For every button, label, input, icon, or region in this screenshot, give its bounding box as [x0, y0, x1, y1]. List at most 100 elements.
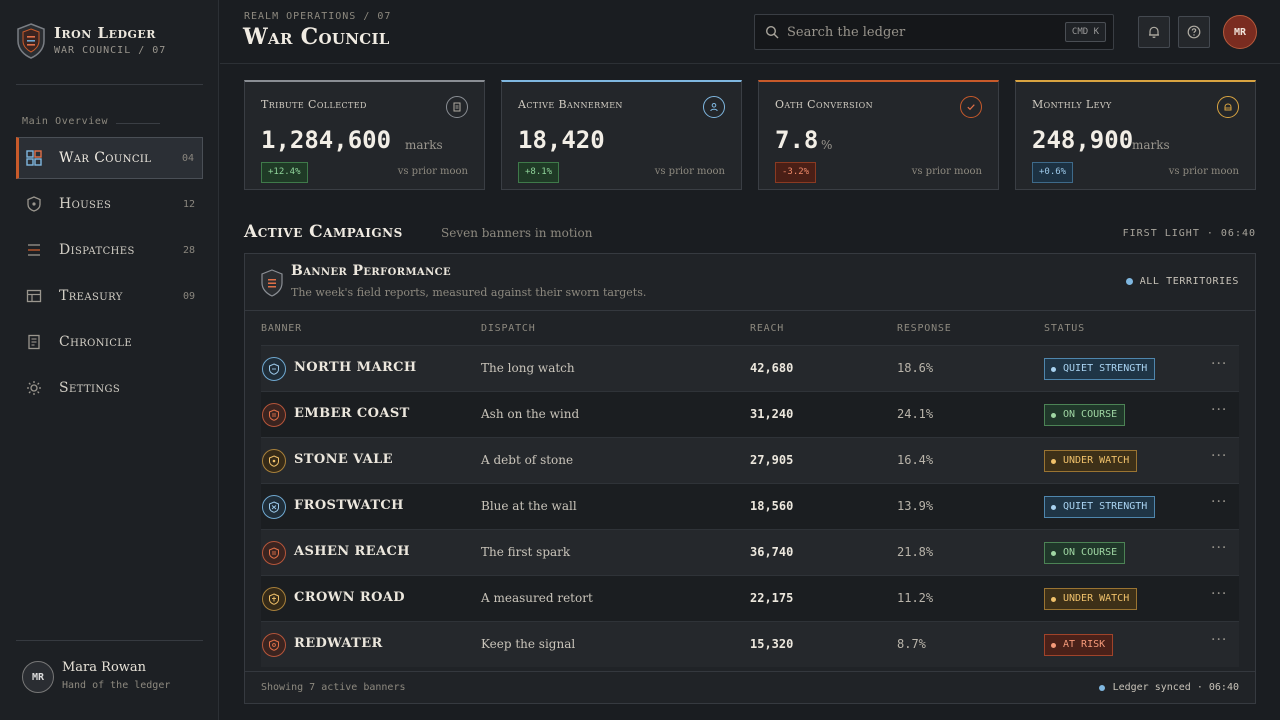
table-row[interactable]: EMBER COAST Ash on the wind 31,240 24.1%… — [261, 391, 1239, 437]
status-dot-icon — [1051, 550, 1056, 556]
metric-compare: vs prior moon — [911, 166, 982, 177]
page-title: War Council — [243, 24, 390, 50]
sidebar-item-label: Treasury — [59, 288, 123, 304]
metric-card-levy: Monthly Levy 248,900 marks +0.6% vs prio… — [1015, 80, 1256, 190]
section-title: Active Campaigns — [244, 222, 403, 242]
user-role: Hand of the ledger — [62, 680, 171, 691]
brand[interactable]: Iron Ledger WAR COUNCIL / 07 — [16, 22, 206, 62]
reach-value: 15,320 — [750, 637, 794, 651]
sidebar-item-chronicle[interactable]: Chronicle — [16, 321, 203, 363]
banner-shield-icon — [262, 587, 286, 611]
shield-logo-icon — [17, 23, 45, 59]
banner-performance-panel: Banner Performance The week's field repo… — [244, 253, 1256, 704]
response-value: 21.8% — [897, 545, 934, 559]
sync-status: Ledger synced · 06:40 — [1098, 682, 1239, 693]
coin-icon — [1217, 96, 1239, 118]
more-icon[interactable]: ··· — [1211, 356, 1228, 372]
brand-title: Iron Ledger — [54, 24, 156, 42]
column-header-status[interactable]: STATUS — [1044, 323, 1085, 334]
sidebar-item-war-council[interactable]: War Council 04 — [16, 137, 203, 179]
status-label: ON COURSE — [1063, 409, 1118, 420]
document-icon — [28, 334, 40, 350]
sidebar-item-dispatches[interactable]: Dispatches 28 — [16, 229, 203, 271]
sidebar-item-label: Dispatches — [59, 242, 135, 258]
status-badge: AT RISK — [1044, 634, 1114, 656]
status-dot-icon — [1051, 412, 1056, 418]
ledger-icon — [446, 96, 468, 118]
metric-compare: vs prior moon — [1168, 166, 1239, 177]
filter-label: ALL TERRITORIES — [1139, 276, 1239, 287]
sidebar-item-treasury[interactable]: Treasury 09 — [16, 275, 203, 317]
sync-label: Ledger synced · 06:40 — [1112, 682, 1239, 693]
dispatch-text: The long watch — [481, 361, 575, 375]
response-value: 24.1% — [897, 407, 934, 421]
table-row[interactable]: ASHEN REACH The first spark 36,740 21.8%… — [261, 529, 1239, 575]
divider — [16, 640, 203, 641]
metric-compare: vs prior moon — [397, 166, 468, 177]
dispatch-text: Ash on the wind — [481, 407, 580, 421]
search-box[interactable]: CMD K — [754, 14, 1114, 50]
metric-title: Oath Conversion — [775, 98, 873, 111]
check-icon — [960, 96, 982, 118]
table-row[interactable]: REDWATER Keep the signal 15,320 8.7% AT … — [261, 621, 1239, 667]
sidebar-item-houses[interactable]: Houses 12 — [16, 183, 203, 225]
more-icon[interactable]: ··· — [1211, 448, 1228, 464]
more-icon[interactable]: ··· — [1211, 540, 1228, 556]
more-icon[interactable]: ··· — [1211, 402, 1228, 418]
response-value: 11.2% — [897, 591, 934, 605]
status-badge: QUIET STRENGTH — [1044, 496, 1156, 518]
filter-dot-icon — [1125, 278, 1133, 285]
divider — [16, 84, 203, 85]
status-dot-icon — [1051, 366, 1056, 372]
dispatch-text: The first spark — [481, 545, 571, 559]
dispatch-text: A debt of stone — [481, 453, 574, 467]
banner-shield-icon — [262, 633, 286, 657]
banner-name: STONE VALE — [294, 452, 393, 467]
user-profile[interactable]: MR Mara Rowan Hand of the ledger — [16, 655, 206, 699]
user-avatar-button[interactable]: MR — [1223, 15, 1257, 49]
table-icon — [26, 289, 42, 303]
sidebar-item-label: Houses — [59, 196, 112, 212]
more-icon[interactable]: ··· — [1211, 632, 1228, 648]
status-badge: UNDER WATCH — [1044, 588, 1138, 610]
sidebar-item-count: 28 — [182, 244, 195, 256]
territory-filter[interactable]: ALL TERRITORIES — [1125, 276, 1239, 287]
top-header: REALM OPERATIONS / 07 War Council CMD K … — [220, 0, 1280, 64]
breadcrumb: REALM OPERATIONS / 07 — [244, 11, 392, 22]
reach-value: 31,240 — [750, 407, 794, 421]
metric-value: 18,420 — [518, 126, 605, 154]
more-icon[interactable]: ··· — [1211, 586, 1228, 602]
notifications-button[interactable] — [1138, 16, 1170, 48]
table-row[interactable]: NORTH MARCH The long watch 42,680 18.6% … — [261, 345, 1239, 391]
metric-title: Tribute Collected — [261, 98, 367, 111]
column-header-reach[interactable]: REACH — [750, 323, 785, 334]
brand-subtitle: WAR COUNCIL / 07 — [54, 45, 167, 56]
status-label: UNDER WATCH — [1063, 455, 1130, 466]
column-header-banner[interactable]: BANNER — [261, 323, 302, 334]
reach-value: 36,740 — [750, 545, 794, 559]
column-header-dispatch[interactable]: DISPATCH — [481, 323, 536, 334]
banner-name: REDWATER — [294, 636, 383, 651]
status-badge: ON COURSE — [1044, 404, 1126, 426]
status-badge: UNDER WATCH — [1044, 450, 1138, 472]
sidebar-item-count: 12 — [182, 198, 195, 210]
help-button[interactable] — [1178, 16, 1210, 48]
shield-icon — [261, 269, 283, 297]
sidebar-item-label: Settings — [59, 380, 121, 396]
column-header-response[interactable]: RESPONSE — [897, 323, 952, 334]
status-label: AT RISK — [1063, 639, 1106, 650]
banner-shield-icon — [262, 541, 286, 565]
more-icon[interactable]: ··· — [1211, 494, 1228, 510]
table-row[interactable]: CROWN ROAD A measured retort 22,175 11.2… — [261, 575, 1239, 621]
metric-title: Monthly Levy — [1032, 98, 1112, 111]
table-row[interactable]: FROSTWATCH Blue at the wall 18,560 13.9%… — [261, 483, 1239, 529]
sidebar-item-label: War Council — [59, 150, 152, 166]
gear-icon — [27, 381, 41, 395]
search-input[interactable] — [787, 15, 1047, 49]
status-label: QUIET STRENGTH — [1063, 501, 1148, 512]
sidebar-item-settings[interactable]: Settings — [16, 367, 203, 409]
dispatch-text: Keep the signal — [481, 637, 576, 651]
shortcut-hint: CMD K — [1064, 22, 1106, 42]
table-row[interactable]: STONE VALE A debt of stone 27,905 16.4% … — [261, 437, 1239, 483]
dispatch-text: Blue at the wall — [481, 499, 577, 513]
